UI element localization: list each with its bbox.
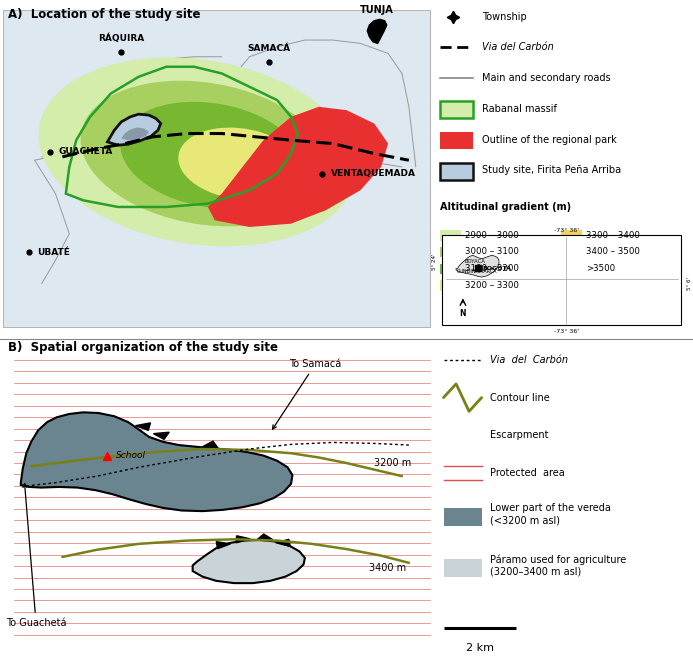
Polygon shape [256, 534, 273, 540]
Text: School: School [116, 451, 146, 460]
Text: Altitudinal gradient (m): Altitudinal gradient (m) [440, 202, 571, 212]
Text: BOYACÁ: BOYACÁ [464, 259, 485, 264]
Text: TUNJA: TUNJA [360, 5, 393, 15]
Bar [444, 508, 482, 526]
Polygon shape [121, 128, 149, 140]
Bar [440, 280, 461, 291]
Text: -73° 36': -73° 36' [554, 227, 579, 233]
Text: Protected  area: Protected area [490, 468, 565, 478]
Text: 2 km: 2 km [466, 642, 493, 653]
Text: Contour line: Contour line [490, 393, 550, 403]
Text: 3200 – 3300: 3200 – 3300 [465, 281, 519, 290]
Polygon shape [367, 19, 387, 44]
Text: A)  Location of the study site: A) Location of the study site [8, 9, 201, 21]
Polygon shape [136, 423, 150, 430]
Text: 2900 – 3000: 2900 – 3000 [465, 231, 519, 239]
Bar [442, 235, 681, 325]
Text: To Guachetá: To Guachetá [6, 484, 67, 628]
Text: Via  del  Carbón: Via del Carbón [490, 355, 568, 365]
Text: Study site, Firita Peña Arriba: Study site, Firita Peña Arriba [482, 165, 621, 175]
Text: N: N [459, 309, 466, 318]
Text: 3400 m: 3400 m [369, 563, 406, 574]
Text: Township: Township [482, 12, 527, 22]
Bar [561, 247, 582, 257]
Polygon shape [193, 540, 305, 583]
Polygon shape [153, 432, 169, 440]
Polygon shape [276, 539, 290, 547]
Bar [3, 10, 430, 327]
Bar [440, 102, 473, 118]
Bar [444, 559, 482, 577]
Text: To Samacá: To Samacá [272, 359, 342, 429]
Ellipse shape [121, 102, 302, 209]
Ellipse shape [178, 128, 300, 200]
Text: >3500: >3500 [586, 264, 615, 273]
Text: B)  Spatial organization of the study site: B) Spatial organization of the study sit… [8, 341, 279, 354]
Text: -73° 36': -73° 36' [554, 329, 579, 334]
Polygon shape [236, 536, 250, 543]
Polygon shape [208, 107, 388, 227]
Polygon shape [21, 412, 292, 511]
Text: 3400 – 3500: 3400 – 3500 [586, 247, 640, 256]
Text: 3300 – 3400: 3300 – 3400 [586, 231, 640, 239]
Text: 3100 – 3200: 3100 – 3200 [465, 264, 519, 273]
Polygon shape [456, 255, 499, 277]
Polygon shape [216, 541, 231, 549]
Text: SAMACÁ: SAMACÁ [247, 44, 290, 54]
Text: GUACHETÁ: GUACHETÁ [58, 147, 112, 157]
Polygon shape [107, 114, 161, 145]
Bar [440, 163, 473, 180]
Text: Páramo used for agriculture
(3200–3400 m asl): Páramo used for agriculture (3200–3400 m… [490, 554, 626, 576]
Text: Outline of the regional park: Outline of the regional park [482, 135, 616, 145]
Text: 5° 24': 5° 24' [432, 253, 437, 270]
Text: Via del Carbón: Via del Carbón [482, 42, 554, 52]
Bar [561, 230, 582, 241]
Text: 3200 m: 3200 m [374, 458, 412, 468]
Text: VENTAQUEMADA: VENTAQUEMADA [331, 169, 416, 178]
Text: RÁQUIRA: RÁQUIRA [98, 34, 144, 44]
Text: BOGOTÁ: BOGOTÁ [482, 266, 511, 271]
Ellipse shape [39, 58, 356, 247]
Polygon shape [202, 441, 218, 448]
Text: Main and secondary roads: Main and secondary roads [482, 73, 611, 83]
Ellipse shape [80, 81, 328, 226]
Bar [440, 132, 473, 149]
Text: UBATÉ: UBATÉ [37, 247, 70, 256]
Text: 5° 6': 5° 6' [687, 276, 692, 290]
Bar [440, 247, 461, 257]
Text: Lower part of the vereda
(<3200 m asl): Lower part of the vereda (<3200 m asl) [490, 504, 611, 525]
Text: Rabanal massif: Rabanal massif [482, 104, 556, 114]
Bar [440, 230, 461, 241]
Text: CUNDINAMARCA: CUNDINAMARCA [457, 269, 497, 274]
Bar [440, 264, 461, 274]
Bar [561, 264, 582, 274]
Text: Escarpment: Escarpment [490, 430, 548, 440]
Text: 3000 – 3100: 3000 – 3100 [465, 247, 519, 256]
